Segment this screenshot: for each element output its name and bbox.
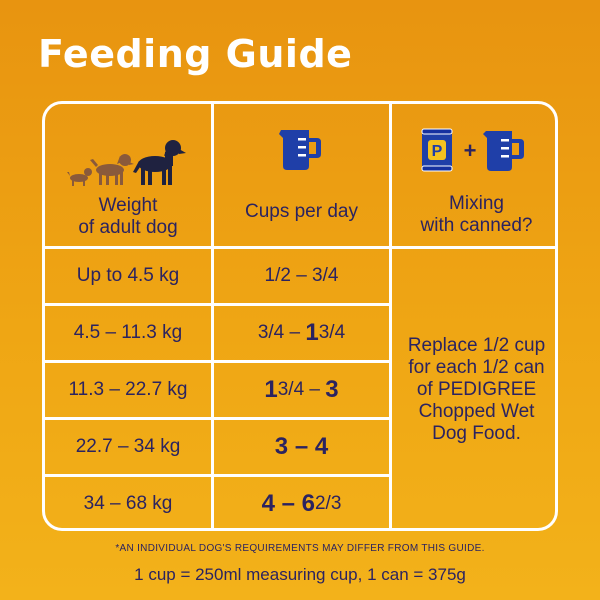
- cups-part-big: 3: [325, 376, 339, 403]
- row-divider: [45, 474, 389, 477]
- feeding-table: Weight of adult dog Cups per day P + Mix…: [42, 101, 558, 531]
- column-divider: [211, 104, 214, 528]
- can-letter: P: [432, 143, 443, 160]
- plus-sign: +: [464, 138, 477, 163]
- row-divider: [45, 417, 389, 420]
- mixing-line: of PEDIGREE: [416, 379, 537, 400]
- weight-cell-1: Up to 4.5 kg: [76, 265, 180, 286]
- mixing-instructions: Replace 1/2 cup for each 1/2 can of PEDI…: [392, 249, 555, 528]
- cups-part: 3/4: [318, 322, 346, 343]
- weight-cell-5: 34 – 68 kg: [83, 493, 173, 514]
- row-divider: [45, 303, 389, 306]
- header-weight-line1: Weight: [98, 195, 158, 216]
- header-cups: Cups per day: [244, 201, 358, 222]
- header-mixing-line1: Mixing: [449, 193, 504, 214]
- mixing-line: Dog Food.: [432, 423, 521, 444]
- header-mixing-line2: with canned?: [420, 215, 533, 236]
- measure-note: 1 cup = 250ml measuring cup, 1 can = 375…: [134, 565, 466, 584]
- cups-cell-5: 4 – 6 2/3: [214, 477, 389, 528]
- header-mixing: Mixing with canned?: [392, 190, 555, 240]
- cups-cell-3: 1 3/4 – 3: [214, 363, 389, 417]
- row-divider: [45, 246, 555, 249]
- cups-part-big: 1: [264, 376, 278, 403]
- cups-part-big: 3 – 4: [274, 433, 329, 460]
- cups-cell-1: 1/2 – 3/4: [264, 265, 339, 286]
- column-divider: [389, 104, 392, 528]
- page-title: Feeding Guide: [38, 32, 353, 76]
- mixing-line: for each 1/2 can: [408, 357, 545, 378]
- weight-cell-4: 22.7 – 34 kg: [75, 436, 181, 457]
- mixing-line: Replace 1/2 cup: [407, 335, 546, 356]
- mixing-line: Chopped Wet: [418, 401, 535, 422]
- cups-cell-2: 3/4 – 1 3/4: [214, 306, 389, 360]
- weight-cell-2: 4.5 – 11.3 kg: [73, 322, 183, 343]
- header-weight: Weight of adult dog: [45, 192, 211, 242]
- cups-part: 2/3: [314, 493, 342, 514]
- cups-part-big: 1: [305, 319, 319, 346]
- can-plus-cup-icon: P +: [421, 128, 524, 172]
- cups-cell-4: 3 – 4: [214, 420, 389, 474]
- dogs-icon: [67, 140, 186, 186]
- weight-cell-3: 11.3 – 22.7 kg: [68, 379, 188, 400]
- cups-part: 3/4 –: [257, 322, 301, 343]
- cups-part: 3/4 –: [277, 379, 320, 400]
- measuring-cup-icon: [279, 130, 321, 170]
- header-weight-line2: of adult dog: [78, 217, 178, 238]
- footnote: *AN INDIVIDUAL DOG'S REQUIREMENTS MAY DI…: [115, 543, 485, 554]
- row-divider: [45, 360, 389, 363]
- cups-part-big: 4 – 6: [261, 490, 315, 517]
